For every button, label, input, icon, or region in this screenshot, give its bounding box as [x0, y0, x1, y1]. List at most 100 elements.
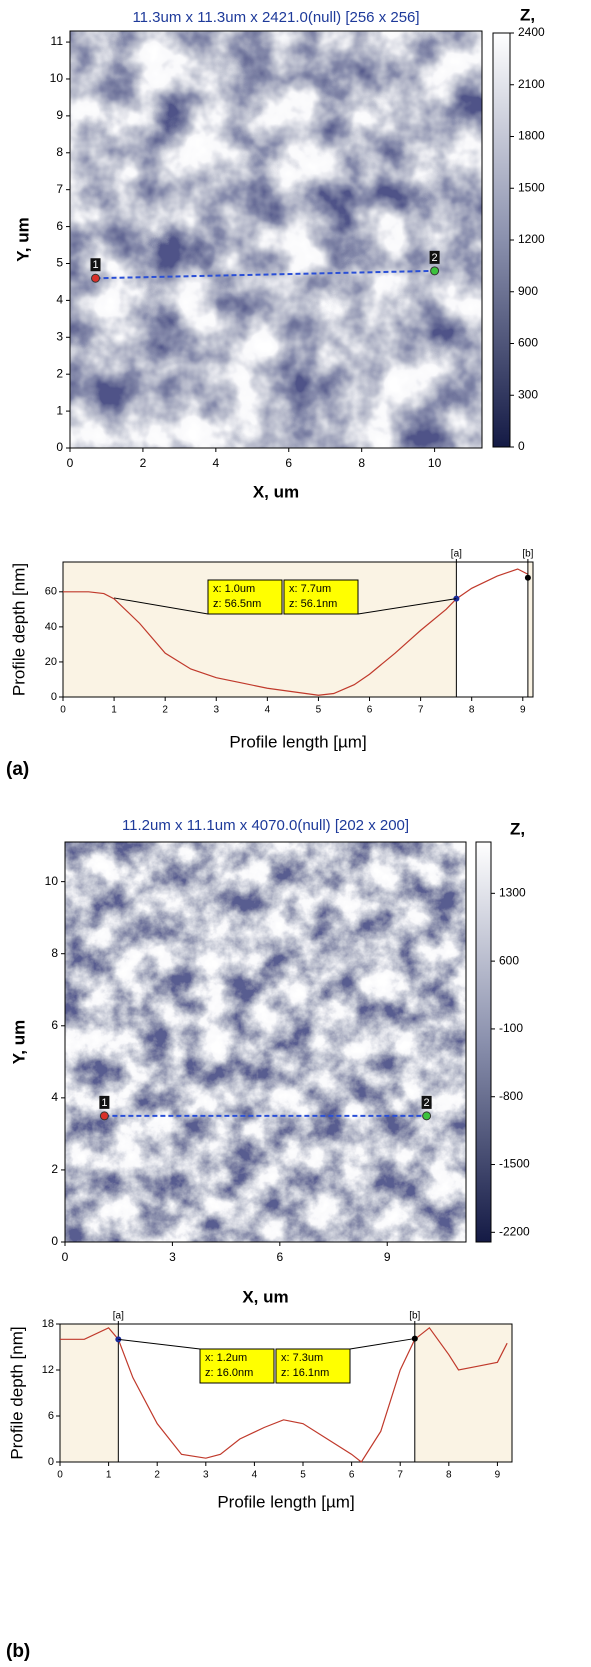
y-tick-label: 10 — [45, 874, 59, 888]
x-tick-label: 8 — [358, 456, 365, 470]
y-tick-label: 4 — [51, 1090, 58, 1104]
marker-tag — [429, 250, 440, 264]
x-tick-label: 2 — [154, 1470, 160, 1481]
x-tick-label: 6 — [367, 705, 373, 716]
cursor-label: [b] — [522, 549, 533, 560]
colorbar-title: Z, — [510, 819, 525, 838]
marker-label: 2 — [432, 252, 438, 264]
plot-frame — [64, 841, 467, 1243]
annotation-text: z: 56.5nm — [213, 598, 261, 610]
marker-tag — [421, 1095, 432, 1109]
x-tick-label: 10 — [428, 456, 442, 470]
y-axis-title: Profile depth [nm] — [7, 1326, 26, 1459]
marker-tag — [90, 258, 101, 272]
profile-marker — [422, 1111, 432, 1121]
annotation-leader — [349, 1338, 415, 1350]
marker-label: 1 — [92, 259, 98, 271]
colorbar-title: Z, — [520, 5, 535, 24]
colorbar-tick-label: -800 — [499, 1089, 523, 1103]
cursor-label: [a] — [451, 549, 462, 560]
y-tick-label: 18 — [42, 1318, 54, 1330]
cursor-point — [524, 574, 531, 581]
colorbar-tick-label: 1800 — [518, 129, 545, 143]
colorbar-tick-label: -1500 — [499, 1157, 530, 1171]
colorbar-tick-label: 2400 — [518, 25, 545, 39]
chart-title: 11.3um x 11.3um x 2421.0(null) [256 x 25… — [132, 9, 419, 26]
marker-label: 1 — [101, 1097, 107, 1109]
x-tick-label: 9 — [520, 705, 526, 716]
y-axis-title: Profile depth [nm] — [9, 563, 28, 696]
afm-image — [70, 31, 482, 448]
x-tick-label: 1 — [106, 1470, 112, 1481]
y-tick-label: 3 — [56, 329, 63, 343]
marker-tag — [99, 1095, 110, 1109]
profile-marker — [91, 273, 101, 283]
y-tick-label: 60 — [45, 586, 57, 598]
x-tick-label: 0 — [62, 1250, 69, 1264]
x-tick-label: 7 — [418, 705, 424, 716]
profile-marker — [99, 1111, 109, 1121]
annotation-text: x: 7.7um — [289, 583, 331, 595]
profile-curve — [60, 1326, 508, 1463]
colorbar — [475, 841, 492, 1243]
y-tick-label: 8 — [56, 145, 63, 159]
colorbar-tick-label: 2100 — [518, 77, 545, 91]
colorbar-tick-label: 600 — [499, 953, 519, 967]
afm-image — [65, 842, 466, 1242]
x-tick-label: 3 — [213, 705, 219, 716]
annotation-text: x: 7.3um — [281, 1352, 323, 1364]
y-tick-label: 2 — [56, 366, 63, 380]
annotation-box — [275, 1348, 351, 1384]
annotation-box — [283, 579, 359, 615]
cursor-label: [a] — [113, 1311, 124, 1322]
colorbar-tick-label: 0 — [518, 439, 525, 453]
selection-background — [456, 562, 528, 697]
x-tick-label: 5 — [300, 1470, 306, 1481]
colorbar-tick-label: 1200 — [518, 232, 545, 246]
y-tick-label: 6 — [56, 219, 63, 233]
x-tick-label: 1 — [111, 705, 117, 716]
y-tick-label: 11 — [51, 34, 64, 48]
profile-curve — [63, 568, 529, 696]
annotation-box — [199, 1348, 275, 1384]
annotation-text: x: 1.0um — [213, 583, 255, 595]
annotation-box — [207, 579, 283, 615]
x-tick-label: 0 — [67, 456, 74, 470]
profile-line — [95, 269, 435, 280]
x-tick-label: 2 — [140, 456, 147, 470]
x-tick-label: 5 — [316, 705, 322, 716]
x-axis-title: Profile length [µm] — [229, 732, 366, 751]
y-tick-label: 6 — [48, 1410, 54, 1422]
y-tick-label: 0 — [56, 440, 63, 454]
y-tick-label: 6 — [51, 1018, 58, 1032]
x-tick-label: 0 — [57, 1470, 63, 1481]
colorbar-tick-label: -100 — [499, 1021, 523, 1035]
y-tick-label: 7 — [56, 182, 63, 196]
marker-label: 2 — [424, 1097, 430, 1109]
x-axis-title: Profile length [µm] — [217, 1492, 354, 1511]
x-tick-label: 2 — [162, 705, 168, 716]
colorbar-tick-label: 1500 — [518, 180, 545, 194]
x-tick-label: 9 — [384, 1250, 391, 1264]
annotation-text: z: 16.0nm — [205, 1367, 253, 1379]
colorbar-tick-label: 1300 — [499, 886, 526, 900]
annotation-leader — [114, 597, 209, 615]
y-tick-label: 12 — [42, 1364, 54, 1376]
y-tick-label: 8 — [51, 946, 58, 960]
y-axis-title: Y, um — [9, 1020, 28, 1064]
y-tick-label: 0 — [48, 1456, 54, 1468]
x-tick-label: 4 — [252, 1470, 258, 1481]
y-tick-label: 10 — [50, 71, 64, 85]
x-tick-label: 6 — [285, 456, 292, 470]
x-tick-label: 8 — [446, 1470, 452, 1481]
x-tick-label: 6 — [349, 1470, 355, 1481]
y-tick-label: 20 — [45, 656, 57, 668]
plot-frame — [62, 561, 534, 698]
cursor-label: [b] — [409, 1311, 420, 1322]
x-tick-label: 9 — [495, 1470, 501, 1481]
x-tick-label: 0 — [60, 705, 66, 716]
y-tick-label: 40 — [45, 621, 57, 633]
profile-marker — [430, 266, 440, 276]
colorbar-tick-label: 600 — [518, 336, 538, 350]
